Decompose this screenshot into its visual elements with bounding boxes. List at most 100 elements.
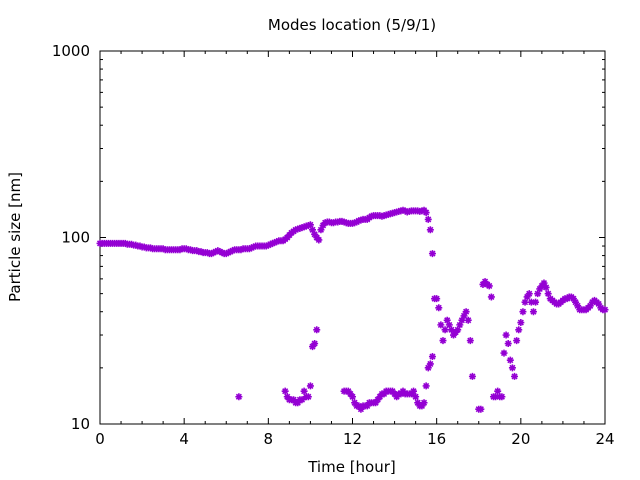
data-point [515,326,523,334]
data-point [212,248,220,256]
data-point [216,248,224,256]
data-point [186,246,194,254]
data-point [214,247,222,255]
y-tick-label: 1000 [52,42,90,60]
data-point [422,209,430,217]
data-point [306,221,314,229]
data-point [428,353,436,361]
data-point [304,393,312,401]
data-point [132,241,140,249]
x-tick-label: 8 [264,430,274,448]
data-point [502,331,510,339]
data-point [422,382,430,390]
data-point [311,230,319,238]
data-point [454,326,462,334]
x-tick-label: 4 [179,430,189,448]
data-point [311,340,319,348]
data-point [485,282,493,290]
data-point [508,364,516,372]
data-point [410,387,418,395]
data-point [542,283,550,291]
data-point [477,405,485,413]
y-tick-label: 100 [61,229,90,247]
y-tick-label: 10 [71,415,90,433]
data-point [426,360,434,368]
data-point [498,393,506,401]
axis-ticks [99,50,606,425]
data-point [420,399,428,407]
data-point [601,306,609,314]
data-point [351,399,359,407]
data-point [197,248,205,256]
data-point [462,308,470,316]
data-point [262,242,270,250]
x-tick-label: 24 [595,430,614,448]
data-point [281,387,289,395]
data-point [298,396,306,404]
data-point [418,402,426,410]
data-point [532,298,540,306]
data-point [466,337,474,345]
data-point [458,316,466,324]
data-point [136,242,144,250]
data-point [525,290,533,298]
data-point [441,326,449,334]
x-axis-label: Time [hour] [307,458,396,476]
data-point [372,399,380,407]
data-point [300,387,308,395]
data-point [437,321,445,329]
x-tick-label: 12 [343,430,362,448]
data-point [540,279,548,287]
data-point [363,402,371,410]
data-point [121,239,129,247]
data-point [435,304,443,312]
data-point [513,337,521,345]
data-point [424,215,432,223]
data-point [159,245,167,253]
data-point [504,340,512,348]
data-point [224,249,232,257]
data-point [447,326,455,334]
data-point [250,243,258,251]
data-point [487,293,495,301]
data-point [468,372,476,380]
data-point [456,321,464,329]
data-point [235,393,243,401]
data-point [210,249,218,257]
data-point [176,246,184,254]
data-point [128,240,136,248]
y-axis-label: Particle size [nm] [6,172,24,302]
data-point [309,343,317,351]
data-point [193,247,201,255]
data-point [424,364,432,372]
x-tick-label: 0 [95,430,105,448]
data-point [313,326,321,334]
data-point [269,239,277,247]
data-point [544,290,552,298]
data-point [315,236,323,244]
data-point [464,316,472,324]
data-point [595,300,603,308]
data-point [237,246,245,254]
data-point [439,337,447,345]
x-tick-label: 16 [427,430,446,448]
data-point [572,298,580,306]
data-point [534,290,542,298]
data-point [569,295,577,303]
data-point [271,239,279,247]
data-point [433,295,441,303]
data-point [527,298,535,306]
data-point [355,402,363,410]
data-point [517,319,525,327]
x-tick-label: 20 [511,430,530,448]
chart-title: Modes location (5/9/1) [268,16,436,34]
data-point [349,393,356,401]
data-points [96,206,609,413]
data-point [529,308,537,316]
data-point [147,244,154,252]
data-point [294,399,302,407]
data-point [290,396,298,404]
data-point [414,399,422,407]
data-point [309,226,317,234]
